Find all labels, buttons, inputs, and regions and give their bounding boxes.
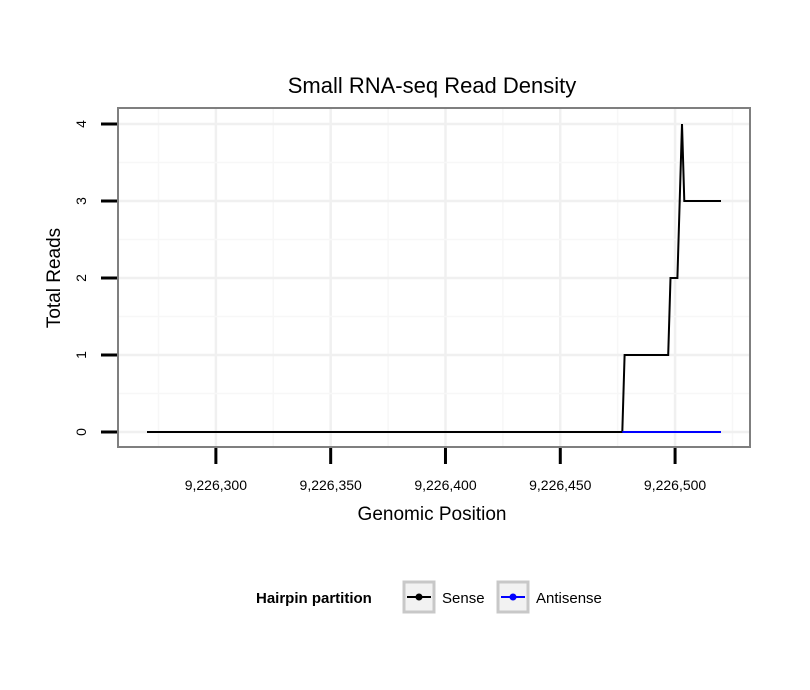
plot-panel-border	[117, 107, 751, 448]
y-tick-label: 2	[73, 274, 89, 282]
x-tick-label: 9,226,400	[414, 477, 476, 493]
legend-title: Hairpin partition	[256, 590, 372, 607]
legend-key-point	[415, 593, 423, 601]
x-tick-label: 9,226,350	[300, 477, 362, 493]
y-tick-label: 0	[73, 428, 89, 436]
series-line-sense	[147, 123, 721, 433]
x-tick-label: 9,226,300	[185, 477, 247, 493]
legend-label-sense: Sense	[442, 590, 485, 607]
legend-label-antisense: Antisense	[536, 590, 602, 607]
y-axis-title: Total Reads	[44, 228, 65, 328]
x-tick-label: 9,226,450	[529, 477, 591, 493]
y-tick-label: 1	[73, 351, 89, 359]
grid	[118, 108, 750, 447]
series-layer	[147, 123, 721, 433]
x-axis-title: Genomic Position	[358, 504, 507, 525]
legend: Hairpin partition Sense Antisense	[256, 580, 602, 614]
legend-key-point	[509, 593, 517, 601]
y-tick-label: 3	[73, 197, 89, 205]
axis-ticks: 9,226,300 9,226,350 9,226,400 9,226,450 9,22…	[73, 120, 706, 493]
chart-title: Small RNA-seq Read Density	[288, 73, 577, 98]
x-tick-label: 9,226,500	[644, 477, 706, 493]
y-tick-label: 4	[73, 120, 89, 128]
